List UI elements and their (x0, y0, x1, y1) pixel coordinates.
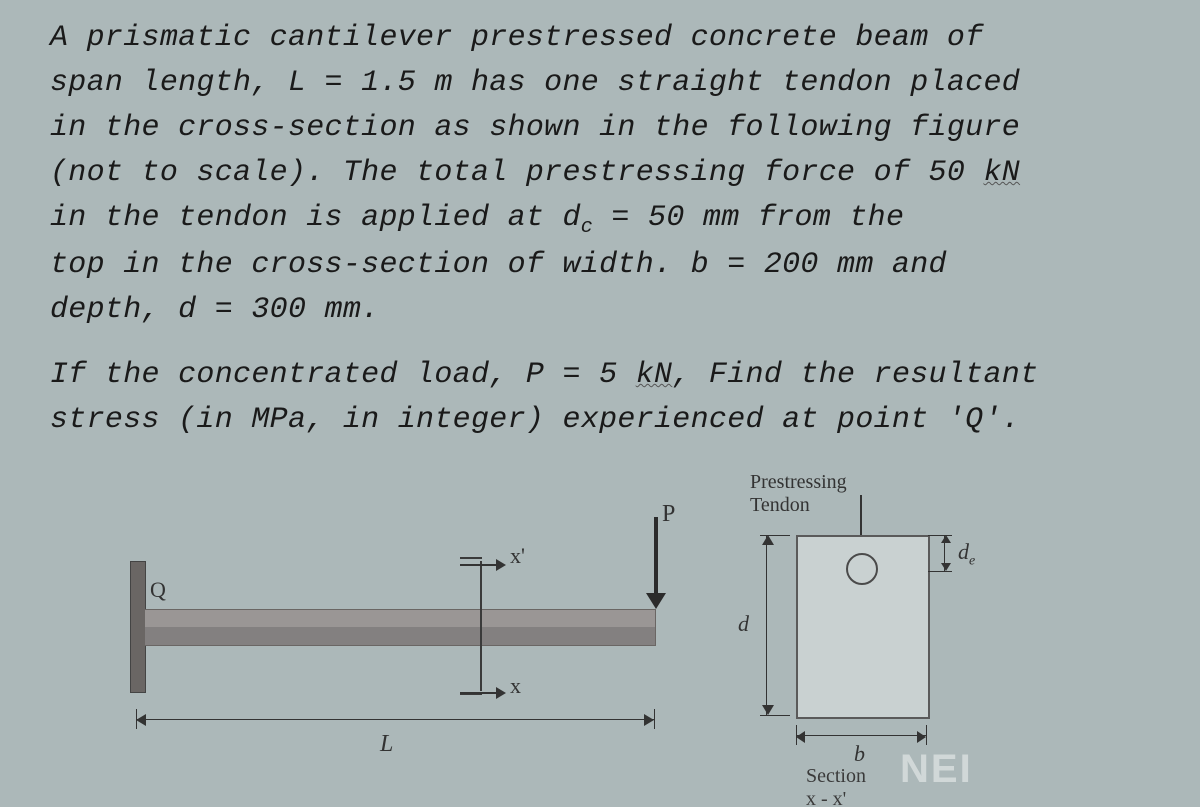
beam-top-lamina (144, 609, 656, 629)
text-line: in the cross-section as shown in the fol… (50, 111, 1020, 145)
text-line: If the concentrated load, P = 5 (50, 358, 636, 392)
text-line: A prismatic cantilever prestressed concr… (50, 21, 983, 55)
text-line: top in the cross-section of width. b = 2… (50, 248, 947, 282)
unit-kn: kN (983, 156, 1020, 190)
unit-kn: kN (636, 358, 673, 392)
dimension-L-label: L (380, 731, 393, 758)
page: A prismatic cantilever prestressed concr… (0, 0, 1200, 807)
figure: Q x' x P L Prestressing Tendon d (50, 471, 1172, 791)
section-caption: Section x - x' (806, 765, 866, 807)
problem-paragraph-1: A prismatic cantilever prestressed concr… (50, 16, 1172, 333)
text-line: (not to scale). The total prestressing f… (50, 156, 983, 190)
text-line: = 50 mm from the (593, 201, 904, 235)
dim-tick (654, 709, 655, 729)
dim-tick (928, 571, 952, 572)
dimension-b-line (796, 735, 926, 736)
arrow-head-icon (646, 593, 666, 609)
de-d: d (958, 539, 969, 564)
arrow-stem (654, 517, 658, 597)
problem-paragraph-2: If the concentrated load, P = 5 kN, Find… (50, 353, 1172, 443)
dimension-L-line (136, 719, 654, 720)
dimension-d-label: d (738, 611, 749, 637)
x-label: x (510, 673, 521, 699)
watermark: NEI (900, 747, 973, 792)
load-p-label: P (662, 501, 675, 528)
dimension-b-label: b (854, 741, 865, 767)
subscript-c: c (581, 216, 593, 239)
text-line: depth, d = 300 mm. (50, 293, 379, 327)
dimension-de-label: de (958, 539, 975, 569)
beam-bottom-lamina (144, 627, 656, 646)
section-cut-line (480, 561, 482, 691)
xprime-label: x' (510, 543, 525, 569)
dimension-d-line (766, 535, 767, 715)
text-line: stress (in MPa, in integer) experienced … (50, 403, 1020, 437)
de-sub: e (969, 553, 975, 568)
tendon-caption: Prestressing Tendon (750, 471, 847, 517)
text-line: in the tendon is applied at d (50, 201, 581, 235)
dimension-de-line (944, 535, 945, 571)
text-line: , Find the resultant (672, 358, 1038, 392)
dim-tick (760, 715, 790, 716)
point-q-label: Q (150, 577, 166, 603)
text-line: span length, L = 1.5 m has one straight … (50, 66, 1020, 100)
dim-tick (926, 725, 927, 745)
tendon-icon (846, 553, 878, 585)
